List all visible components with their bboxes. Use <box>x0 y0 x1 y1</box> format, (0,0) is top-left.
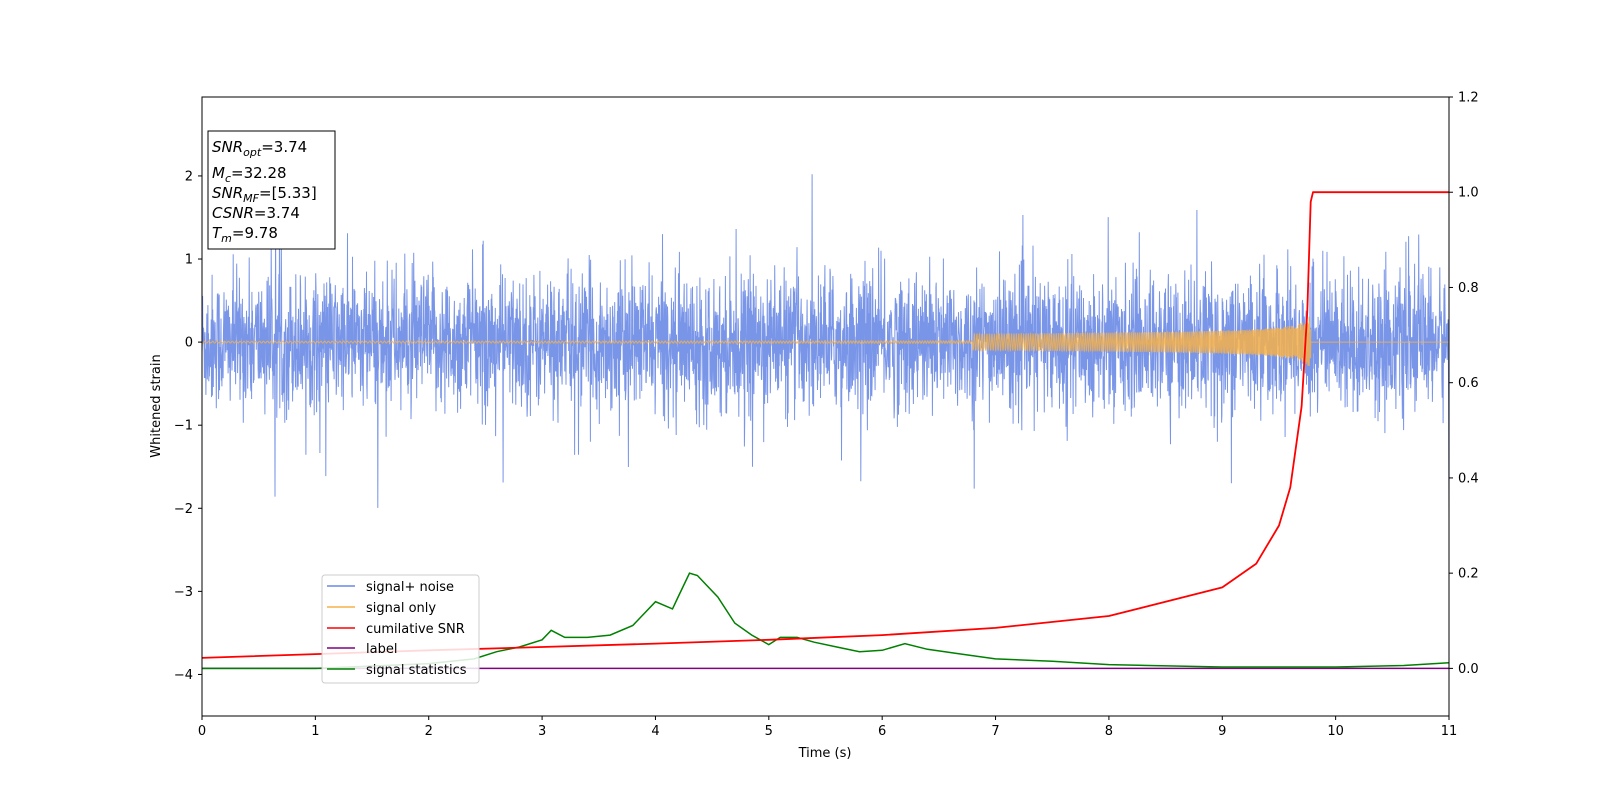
series-signal-only-line <box>202 316 1449 366</box>
x-tick-label: 11 <box>1441 724 1458 739</box>
legend-label-signal-noise: signal+ noise <box>366 580 454 595</box>
y2-tick-label: 0.6 <box>1458 376 1479 391</box>
snr-opt-text: SNRopt=3.74 <box>212 138 307 159</box>
x-tick-label: 6 <box>878 724 886 739</box>
legend-frame <box>321 574 480 684</box>
x-tick-label: 9 <box>1218 724 1226 739</box>
x-tick-label: 1 <box>311 724 319 739</box>
y2-tick-label: 1.0 <box>1458 186 1479 201</box>
y-tick-label: −1 <box>174 419 193 434</box>
legend-label-signal-statistics: signal statistics <box>366 663 467 678</box>
y-tick-label: 0 <box>185 336 193 351</box>
series-signal-statistics-line <box>202 572 1449 670</box>
y-tick-label: 1 <box>185 253 193 268</box>
y-axis-label: Whitened strain <box>149 354 164 457</box>
y-tick-label: 2 <box>185 169 193 184</box>
x-axis-label: Time (s) <box>798 746 852 761</box>
x-tick-label: 2 <box>425 724 433 739</box>
snr-mf-text: SNRMF=[5.33] <box>212 184 317 205</box>
mc-text: Mc=32.28 <box>212 164 287 185</box>
legend-label-cumulative-snr: cumilative SNR <box>366 622 465 637</box>
x-tick-label: 5 <box>765 724 773 739</box>
plot-frame <box>201 96 1450 717</box>
legend: signal+ noise signal only cumilative SNR… <box>321 574 480 684</box>
x-tick-label: 3 <box>538 724 546 739</box>
x-tick-label: 8 <box>1105 724 1113 739</box>
x-tick-label: 4 <box>651 724 659 739</box>
y-tick-label: −3 <box>174 585 193 600</box>
x-tick-label: 0 <box>198 724 206 739</box>
legend-label-label: label <box>366 642 397 657</box>
y2-tick-label: 0.0 <box>1458 662 1479 677</box>
csnr-text: CSNR=3.74 <box>212 204 300 222</box>
tm-text: Tm=9.78 <box>212 224 278 245</box>
x-tick-label: 7 <box>991 724 999 739</box>
y-tick-label: −2 <box>174 502 193 517</box>
x-tick-label: 10 <box>1327 724 1344 739</box>
legend-label-signal-only: signal only <box>366 601 436 616</box>
y2-tick-label: 0.4 <box>1458 471 1479 486</box>
info-box: SNRopt=3.74 Mc=32.28 SNRMF=[5.33] CSNR=3… <box>207 130 336 250</box>
axis-layer: 0 1 2 3 4 5 6 7 8 9 10 11 −4 −3 −2 −1 0 1 2 0.0 0.2 0.4 0.6 0.8… <box>174 91 1479 740</box>
y2-tick-label: 0.8 <box>1458 281 1479 296</box>
y-tick-label: −4 <box>174 668 193 683</box>
series-cumulative-snr-line <box>202 191 1449 659</box>
y2-tick-label: 0.2 <box>1458 567 1479 582</box>
y2-tick-label: 1.2 <box>1458 91 1479 106</box>
info-box-frame <box>207 130 336 250</box>
